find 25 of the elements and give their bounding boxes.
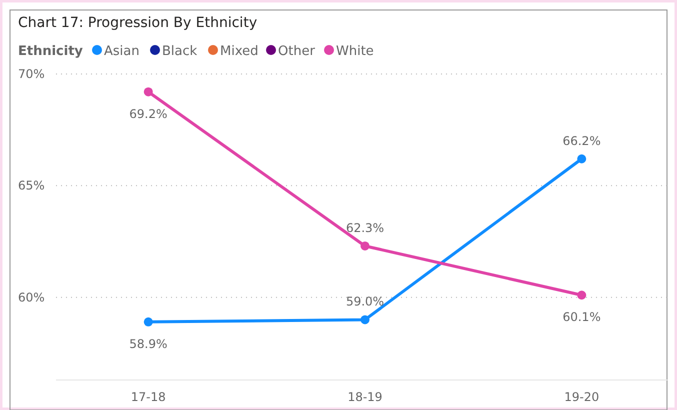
data-label: 60.1% <box>562 310 601 324</box>
y-tick-label: 65% <box>18 178 45 193</box>
legend-label: White <box>336 44 374 59</box>
data-label: 58.9% <box>129 336 168 351</box>
x-tick-label: 17-18 <box>130 390 166 404</box>
point <box>577 154 586 164</box>
legend-label: Black <box>162 44 198 59</box>
legend-label: Mixed <box>220 44 258 59</box>
point <box>144 317 153 326</box>
point <box>360 241 370 250</box>
data-label: 66.2% <box>562 134 601 148</box>
legend-label: Asian <box>104 44 140 59</box>
y-tick-label: 60% <box>18 290 45 304</box>
point <box>144 87 153 96</box>
data-label: 62.3% <box>346 220 384 235</box>
x-tick-label: 18-19 <box>348 390 382 404</box>
y-tick-label: 70% <box>18 67 45 81</box>
data-label: 59.0% <box>346 294 384 309</box>
point <box>360 315 370 324</box>
legend-title: Ethnicity <box>18 44 84 59</box>
data-label: 69.2% <box>129 106 168 121</box>
x-tick-label: 19-20 <box>564 390 600 404</box>
chart-title: Chart 17: Progression By Ethnicity <box>18 15 258 31</box>
point <box>577 290 586 300</box>
legend-label: Other <box>278 44 316 59</box>
